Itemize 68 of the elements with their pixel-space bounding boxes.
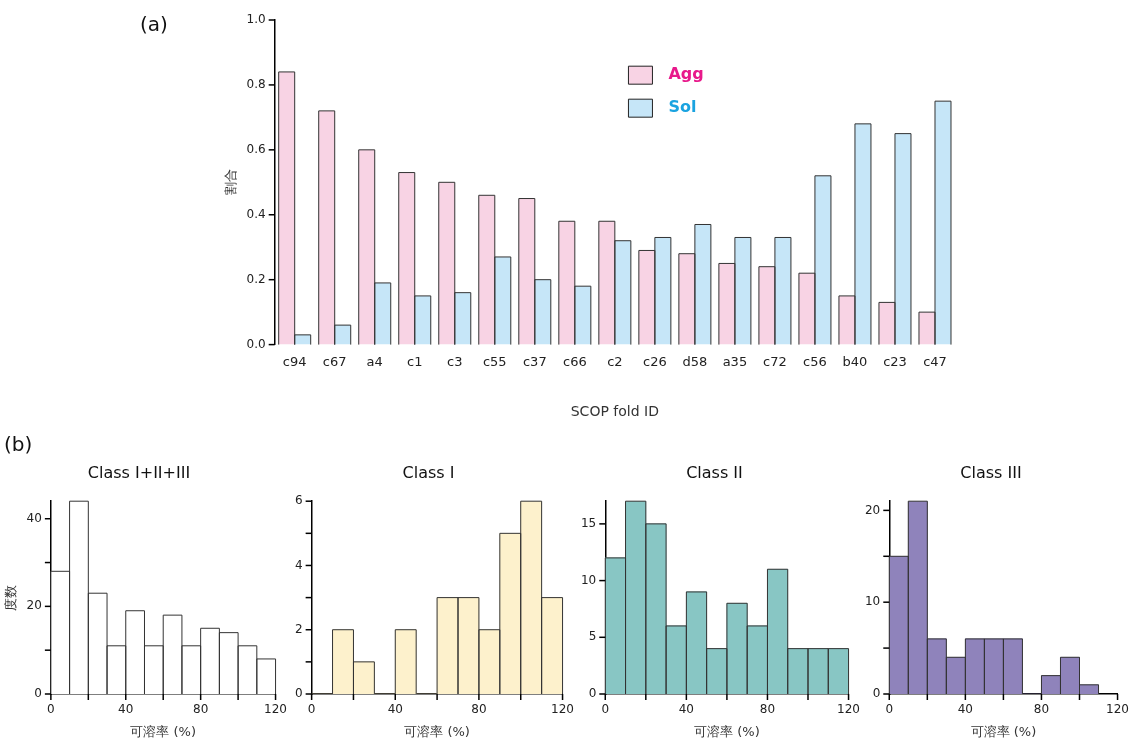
y-tick-label: 6: [294, 493, 303, 508]
x-tick-label: 120: [1106, 702, 1129, 717]
x-tick-label: c47: [923, 353, 947, 369]
x-tick-label: 40: [678, 702, 694, 717]
x-axis-title: 可溶率 (%): [130, 723, 197, 739]
x-tick-label: c67: [322, 353, 347, 369]
x-tick-label: 40: [118, 702, 134, 717]
y-tick-label: 0.0: [246, 336, 266, 351]
x-tick-label: a4: [366, 353, 383, 369]
y-tick-label: 0: [34, 686, 42, 701]
text: (b): [4, 432, 33, 456]
x-tick-label: c23: [883, 353, 907, 369]
x-tick-label: 80: [1033, 702, 1050, 717]
x-tick-label: c1: [407, 353, 423, 369]
x-tick-label: a35: [722, 353, 748, 369]
x-tick-label: 80: [471, 702, 487, 717]
x-tick-label: c55: [482, 353, 507, 369]
x-tick-label: 0: [601, 702, 610, 717]
y-tick-label: 20: [864, 502, 881, 517]
y-tick-label: 40: [26, 510, 42, 525]
chart-title: Class II: [686, 462, 743, 482]
x-tick-label: c94: [282, 353, 307, 369]
x-tick-label: 40: [387, 702, 403, 717]
x-tick-label: c3: [447, 353, 463, 369]
chart-title: Class III: [960, 462, 1022, 482]
y-tick-label: 10: [864, 594, 881, 609]
y-axis-title: 度数: [3, 584, 19, 611]
x-axis-title: 可溶率 (%): [970, 723, 1037, 739]
y-tick-label: 1.0: [246, 12, 266, 27]
y-tick-label: 0.6: [246, 141, 266, 156]
y-tick-label: 0.4: [246, 206, 266, 221]
x-tick-label: 120: [837, 702, 860, 717]
x-tick-label: d58: [682, 353, 708, 369]
y-tick-label: 15: [580, 516, 597, 531]
x-axis-title: 可溶率 (%): [694, 723, 760, 739]
x-tick-label: c2: [607, 353, 623, 369]
legend-label: Agg: [668, 64, 704, 84]
y-tick-label: 0: [588, 686, 597, 701]
legend-label: Sol: [668, 97, 697, 117]
x-tick-label: c37: [522, 353, 547, 369]
x-tick-label: 120: [551, 702, 574, 717]
y-tick-label: 0: [872, 686, 881, 701]
x-tick-label: b40: [842, 353, 868, 369]
y-tick-label: 10: [580, 572, 597, 587]
text: (a): [140, 12, 168, 36]
y-tick-label: 5: [588, 629, 597, 644]
x-tick-label: c26: [643, 353, 667, 369]
x-tick-label: c72: [763, 353, 787, 369]
y-tick-label: 0.8: [246, 77, 266, 92]
x-tick-label: c66: [562, 353, 587, 369]
y-tick-label: 4: [294, 557, 303, 572]
x-tick-label: 120: [264, 702, 287, 717]
x-tick-label: 0: [307, 702, 316, 717]
x-tick-label: 80: [193, 702, 209, 717]
y-axis-title: 割合: [223, 169, 239, 196]
x-axis-title: 可溶率 (%): [404, 723, 470, 739]
y-tick-label: 0: [294, 686, 303, 701]
chart-title: Class I+II+III: [87, 462, 191, 482]
x-tick-label: 0: [47, 702, 55, 717]
x-tick-label: 0: [885, 702, 894, 717]
y-tick-label: 20: [26, 598, 42, 613]
y-tick-label: 0.2: [246, 271, 266, 286]
x-tick-label: c56: [803, 353, 827, 369]
chart-title: Class I: [402, 462, 455, 482]
x-tick-label: 40: [957, 702, 973, 717]
y-tick-label: 2: [294, 621, 303, 636]
x-tick-label: 80: [759, 702, 776, 717]
x-axis-title: SCOP fold ID: [570, 403, 659, 420]
